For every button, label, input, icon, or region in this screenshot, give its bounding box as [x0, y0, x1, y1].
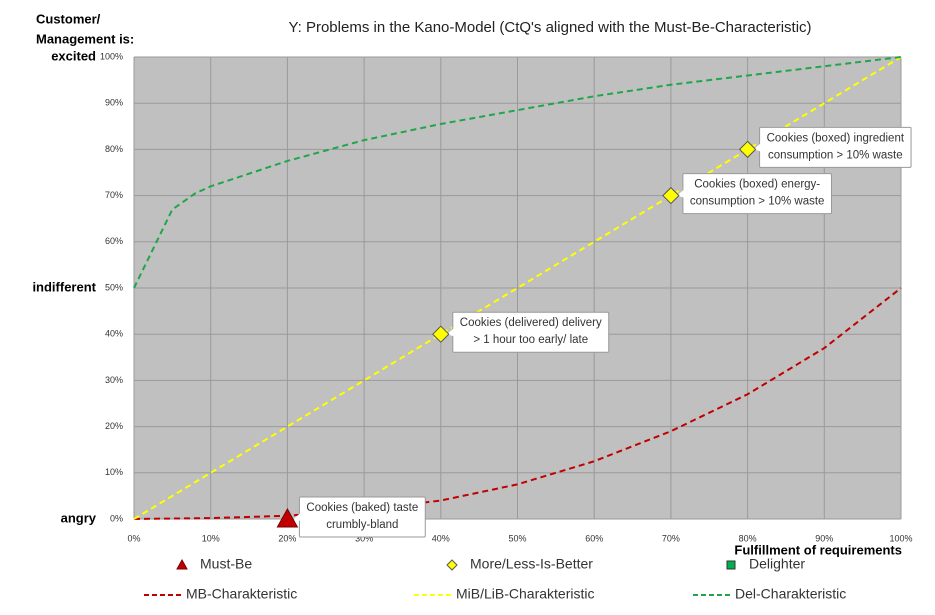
- y-axis-title: Customer/: [36, 11, 101, 26]
- callout-text: > 1 hour too early/ late: [473, 334, 588, 346]
- legend-label: More/Less-Is-Better: [470, 556, 593, 572]
- callout: Cookies (boxed) ingredient consumption > …: [753, 126, 912, 168]
- marker-diamond: [432, 325, 450, 343]
- characteristic-line: [133, 56, 902, 289]
- legend-label: MiB/LiB-Charakteristic: [456, 586, 594, 602]
- legend-label: Delighter: [749, 556, 805, 572]
- y-tick-label: 80%: [105, 144, 123, 154]
- y-side-label: angry: [61, 510, 97, 525]
- y-tick-label: 70%: [105, 190, 123, 200]
- x-axis-title: Fulfillment of requirements: [734, 542, 902, 557]
- y-tick-label: 50%: [105, 282, 123, 292]
- y-tick-label: 60%: [105, 236, 123, 246]
- marker-diamond: [738, 140, 757, 159]
- callout: Cookies (baked) taste crumbly-bland: [293, 496, 426, 538]
- y-tick-label: 30%: [105, 375, 123, 385]
- y-tick-label: 40%: [105, 329, 123, 339]
- x-tick-label: 10%: [202, 533, 220, 543]
- marker-triangle: [276, 507, 299, 528]
- x-tick-label: 30%: [355, 533, 373, 543]
- callout-text: consumption > 10% waste: [768, 149, 903, 161]
- y-axis-title: Management is:: [36, 31, 134, 46]
- y-side-label: excited: [51, 48, 96, 63]
- callout-text: Cookies (delivered) delivery: [460, 317, 602, 329]
- marker-diamond: [446, 559, 458, 571]
- x-tick-label: 50%: [508, 533, 526, 543]
- x-tick-label: 0%: [127, 533, 140, 543]
- x-tick-label: 70%: [662, 533, 680, 543]
- callout-text: Cookies (boxed) ingredient: [767, 132, 905, 144]
- characteristic-line: [133, 287, 902, 520]
- callout-text: consumption > 10% waste: [690, 196, 825, 208]
- y-tick-label: 10%: [105, 467, 123, 477]
- callout-text: Cookies (baked) taste: [306, 502, 418, 514]
- callout-pointer: [293, 513, 301, 521]
- y-side-label: indifferent: [32, 279, 96, 294]
- x-tick-label: 20%: [278, 533, 296, 543]
- legend-label: Del-Charakteristic: [735, 586, 846, 602]
- y-tick-label: 0%: [110, 513, 123, 523]
- x-tick-label: 40%: [432, 533, 450, 543]
- x-tick-label: 100%: [889, 533, 912, 543]
- legend-label: Must-Be: [200, 556, 252, 572]
- legend-label: MB-Charakteristic: [186, 586, 297, 602]
- marker-triangle: [176, 558, 188, 570]
- y-tick-label: 90%: [105, 98, 123, 108]
- y-tick-label: 20%: [105, 421, 123, 431]
- callout: Cookies (delivered) delivery > 1 hour too…: [446, 311, 610, 353]
- x-tick-label: 60%: [585, 533, 603, 543]
- x-tick-label: 80%: [739, 533, 757, 543]
- callout-text: Cookies (boxed) energy-: [694, 179, 820, 191]
- marker-square: [726, 560, 736, 570]
- callout-text: crumbly-bland: [326, 519, 398, 531]
- x-tick-label: 90%: [815, 533, 833, 543]
- chart-title: Y: Problems in the Kano-Model (CtQ's ali…: [288, 19, 811, 36]
- callout: Cookies (boxed) energy-consumption > 10%…: [676, 173, 832, 215]
- marker-diamond: [662, 186, 680, 205]
- y-tick-label: 100%: [100, 51, 123, 61]
